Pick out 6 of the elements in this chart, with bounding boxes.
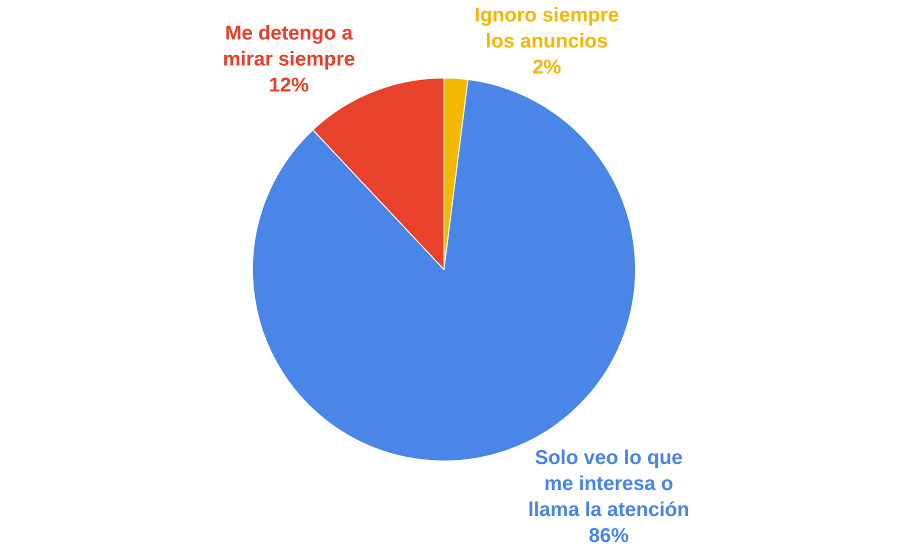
data-label: 12% [268,74,310,96]
data-label: 86% [588,524,629,547]
data-label: 2% [532,56,562,79]
slice-label: Me detengo a mirar siempre [222,22,356,70]
slice-label: Ignoro siempre los anuncios [474,4,620,53]
slice-label: Solo veo lo que me interesa o llama la atención [528,446,690,521]
